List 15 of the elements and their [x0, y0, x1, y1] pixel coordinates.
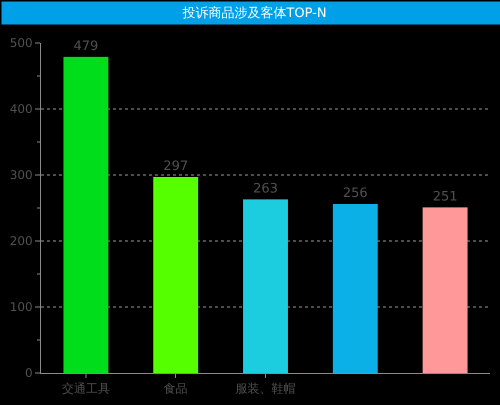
- x-tick-label: 交通工具: [62, 381, 110, 396]
- data-label: 256: [342, 186, 368, 202]
- data-label: 479: [73, 38, 98, 54]
- data-label: 297: [163, 158, 188, 174]
- x-tick-label: 食品: [164, 381, 188, 396]
- chart-title: 投诉商品涉及客体TOP-N: [181, 5, 327, 21]
- y-tick-label: 200: [10, 234, 33, 248]
- data-label: 251: [432, 189, 458, 204]
- y-tick-label: 0: [24, 366, 33, 380]
- y-tick-label: 400: [10, 102, 33, 116]
- y-tick-label: 100: [10, 300, 33, 314]
- y-tick-label: 500: [10, 36, 33, 50]
- y-tick-label: 300: [10, 168, 33, 182]
- data-label: 263: [253, 181, 278, 196]
- x-tick-label: 服装、鞋帽: [236, 381, 296, 396]
